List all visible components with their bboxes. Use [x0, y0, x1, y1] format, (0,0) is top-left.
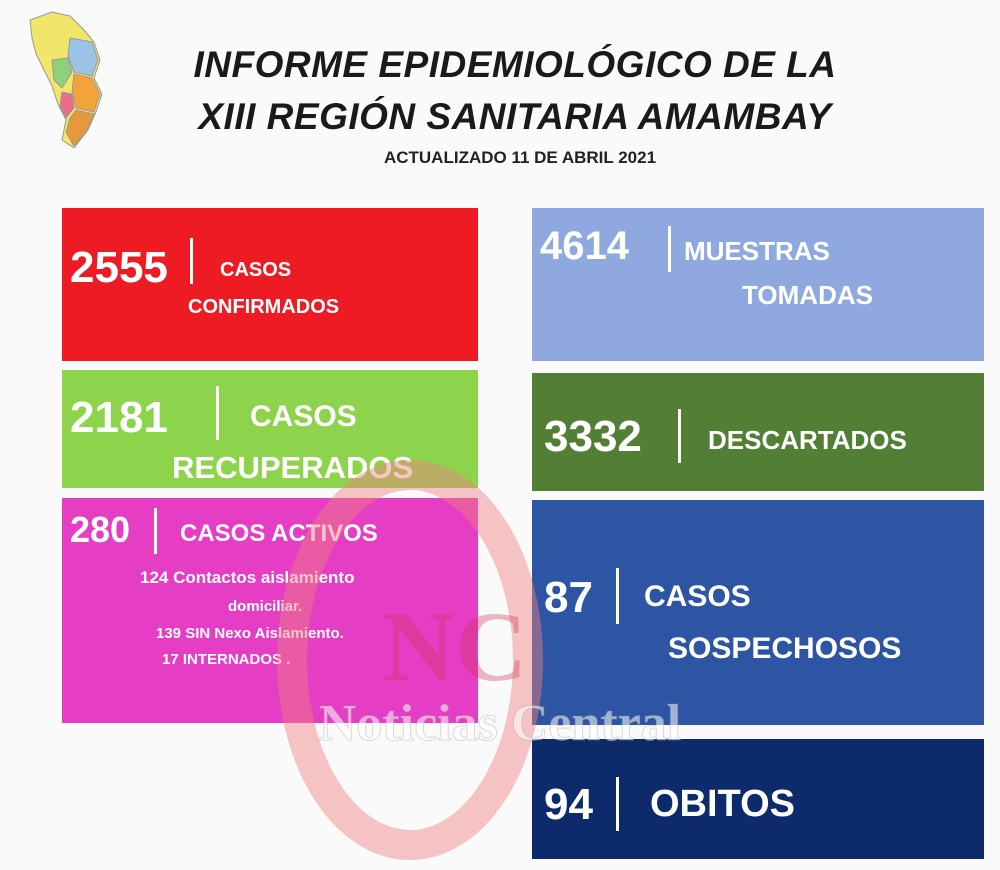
samples-count: 4614 [540, 224, 629, 268]
separator [678, 409, 681, 463]
separator [616, 777, 619, 831]
separator [190, 238, 193, 284]
confirmed-count: 2555 [70, 243, 168, 292]
active-detail-line: 139 SIN Nexo Aislamiento. [156, 625, 344, 642]
active-label: CASOS ACTIVOS [180, 520, 378, 547]
separator [616, 568, 619, 624]
recovered-count: 2181 [70, 393, 168, 442]
deaths-count: 94 [544, 780, 593, 829]
deaths-label: OBITOS [650, 783, 795, 825]
card-discarded: 3332 DESCARTADOS [532, 373, 984, 491]
card-suspected-cases: 87 CASOS SOSPECHOSOS [532, 500, 984, 725]
recovered-label-line1: CASOS [250, 400, 357, 433]
card-active-cases: 280 CASOS ACTIVOS 124 Contactos aislamie… [62, 498, 478, 723]
suspected-count: 87 [544, 573, 593, 622]
samples-label-line1: MUESTRAS [684, 236, 830, 266]
samples-label-line2: TOMADAS [742, 280, 873, 310]
report-title-line2: XIII REGIÓN SANITARIA AMAMBAY [198, 96, 832, 137]
update-date: ACTUALIZADO 11 DE ABRIL 2021 [383, 148, 657, 167]
active-count: 280 [70, 509, 131, 550]
separator [216, 386, 219, 440]
active-detail-line: domiciliar. [228, 598, 303, 615]
discarded-count: 3332 [544, 412, 642, 461]
confirmed-label-line1: CASOS [220, 259, 292, 281]
discarded-label: DESCARTADOS [708, 425, 907, 455]
separator [668, 226, 671, 272]
recovered-label-line2: RECUPERADOS [172, 450, 414, 485]
separator [154, 508, 157, 554]
card-recovered-cases: 2181 CASOS RECUPERADOS [62, 370, 478, 488]
confirmed-label-line2: CONFIRMADOS [188, 296, 340, 318]
suspected-label-line2: SOSPECHOSOS [668, 632, 902, 665]
report-title-line1: INFORME EPIDEMIOLÓGICO DE LA [193, 44, 837, 85]
card-deaths: 94 OBITOS [532, 739, 984, 859]
active-detail-line: 17 INTERNADOS . [162, 651, 291, 668]
card-confirmed-cases: 2555 CASOS CONFIRMADOS [62, 208, 478, 361]
card-samples-taken: 4614 MUESTRAS TOMADAS [532, 208, 984, 361]
region-map-logo [29, 11, 103, 149]
active-detail-line: 124 Contactos aislamiento [140, 568, 355, 587]
suspected-label-line1: CASOS [644, 580, 751, 613]
